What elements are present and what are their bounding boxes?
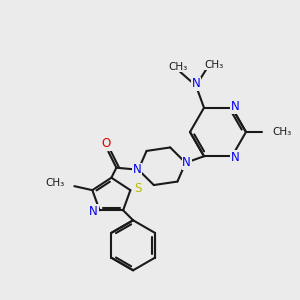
Text: S: S xyxy=(135,182,142,195)
Text: CH₃: CH₃ xyxy=(272,127,291,137)
Text: N: N xyxy=(182,156,191,169)
Text: N: N xyxy=(231,100,239,113)
Text: N: N xyxy=(89,205,98,218)
Text: CH₃: CH₃ xyxy=(168,62,188,72)
Text: CH₃: CH₃ xyxy=(204,60,224,70)
Text: CH₃: CH₃ xyxy=(45,178,64,188)
Text: N: N xyxy=(133,163,142,176)
Text: O: O xyxy=(102,137,111,150)
Text: N: N xyxy=(192,77,200,90)
Text: N: N xyxy=(231,151,239,164)
